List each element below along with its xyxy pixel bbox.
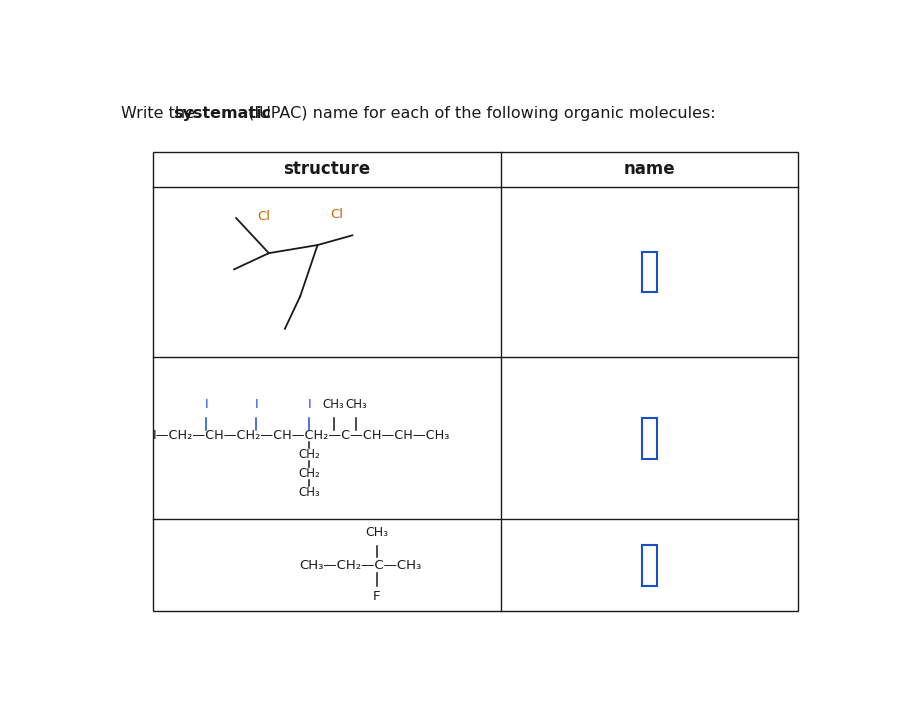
Text: CH₂: CH₂ (298, 467, 320, 480)
Text: name: name (623, 160, 675, 178)
Text: F: F (373, 590, 381, 602)
Text: I: I (307, 398, 311, 411)
Text: I: I (205, 398, 208, 411)
Text: CH₃: CH₃ (322, 398, 345, 411)
Bar (641, 545, 656, 585)
Text: systematic: systematic (173, 107, 271, 121)
Text: I—CH₂—CH—CH₂—CH—CH₂—C—CH—CH—CH₃: I—CH₂—CH—CH₂—CH—CH₂—C—CH—CH—CH₃ (153, 429, 450, 442)
Text: I: I (254, 398, 258, 411)
Text: CH₃: CH₃ (345, 398, 366, 411)
Text: structure: structure (283, 160, 370, 178)
Text: CH₂: CH₂ (298, 448, 320, 461)
Text: CH₃: CH₃ (365, 526, 388, 539)
Bar (153, 152, 797, 611)
Text: Write the: Write the (121, 107, 200, 121)
Text: Cl: Cl (330, 208, 343, 220)
Text: CH₃—CH₂—C—CH₃: CH₃—CH₂—C—CH₃ (299, 559, 421, 572)
Text: (IUPAC) name for each of the following organic molecules:: (IUPAC) name for each of the following o… (243, 107, 716, 121)
Text: Cl: Cl (257, 211, 269, 223)
Bar (641, 252, 656, 292)
Bar (641, 418, 656, 458)
Text: CH₃: CH₃ (298, 486, 320, 499)
